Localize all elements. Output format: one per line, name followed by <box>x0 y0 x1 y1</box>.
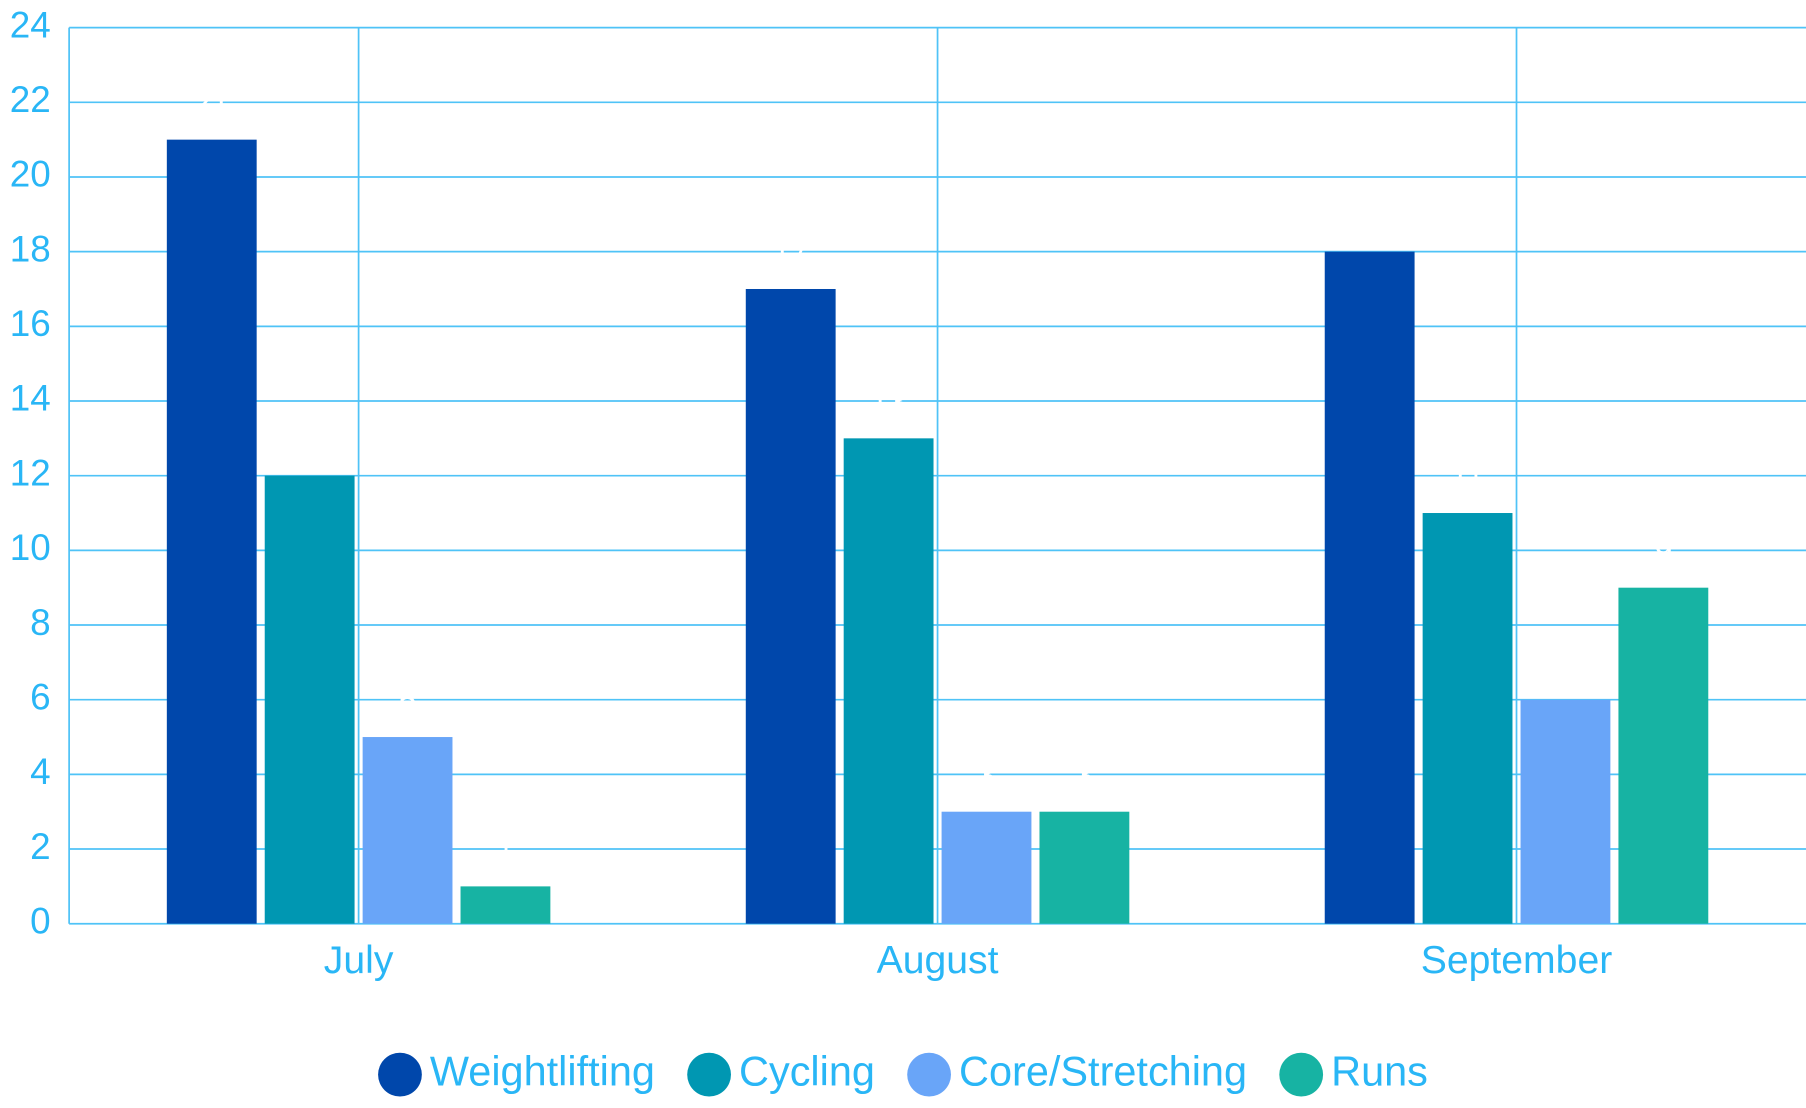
y-tick-label: 16 <box>10 303 51 344</box>
legend-marker <box>907 1052 951 1097</box>
legend-label: Weightlifting <box>430 1048 655 1095</box>
y-tick-label: 24 <box>10 4 51 45</box>
y-tick-label: 10 <box>10 527 51 568</box>
y-tick-label: 22 <box>10 79 51 120</box>
value-label: 9 <box>1654 533 1672 569</box>
bar <box>166 139 257 924</box>
value-label: 11 <box>1451 458 1484 494</box>
legend-label: Runs <box>1331 1048 1428 1095</box>
bar <box>1039 811 1130 924</box>
legend-label: Cycling <box>739 1048 875 1095</box>
y-tick-label: 6 <box>30 676 50 717</box>
y-tick-label: 14 <box>10 378 51 419</box>
legend-item: Weightlifting <box>378 1048 655 1097</box>
value-label: 21 <box>194 85 230 121</box>
value-label: 17 <box>773 234 809 270</box>
value-label: 5 <box>399 682 417 718</box>
legend-label: Core/Stretching <box>959 1048 1247 1095</box>
legend-marker <box>378 1052 422 1097</box>
legend-item: Cycling <box>687 1048 875 1097</box>
y-tick-label: 0 <box>30 900 50 941</box>
bar <box>1618 587 1709 924</box>
value-label: 18 <box>1352 197 1388 233</box>
y-tick-label: 12 <box>10 452 51 493</box>
x-tick-label: July <box>324 939 394 982</box>
bar <box>1324 251 1415 924</box>
y-tick-label: 4 <box>30 751 50 792</box>
legend-marker <box>1279 1052 1324 1097</box>
bar <box>843 438 934 924</box>
y-tick-label: 18 <box>10 228 51 269</box>
y-tick-label: 20 <box>10 154 51 195</box>
y-tick-label: 2 <box>30 826 50 867</box>
legend-item: Core/Stretching <box>907 1048 1247 1097</box>
bar <box>941 811 1032 924</box>
value-label: 12 <box>292 421 328 457</box>
bar <box>745 288 836 924</box>
y-tick-label: 8 <box>30 602 50 643</box>
value-label: 1 <box>496 831 514 867</box>
bar <box>460 886 551 924</box>
value-label: 13 <box>871 383 907 419</box>
bar <box>1422 513 1513 924</box>
value-label: 6 <box>1556 645 1574 681</box>
bar <box>264 475 355 924</box>
legend-marker <box>687 1052 731 1097</box>
value-label: 3 <box>978 757 996 793</box>
value-label: 3 <box>1075 757 1093 793</box>
bar <box>1520 699 1611 924</box>
bar <box>362 737 453 924</box>
x-tick-label: September <box>1421 939 1613 982</box>
legend-item: Runs <box>1279 1048 1428 1097</box>
x-tick-label: August <box>877 939 999 982</box>
legend: Weightlifting Cycling Core/Stretching Runs <box>378 1048 1428 1097</box>
